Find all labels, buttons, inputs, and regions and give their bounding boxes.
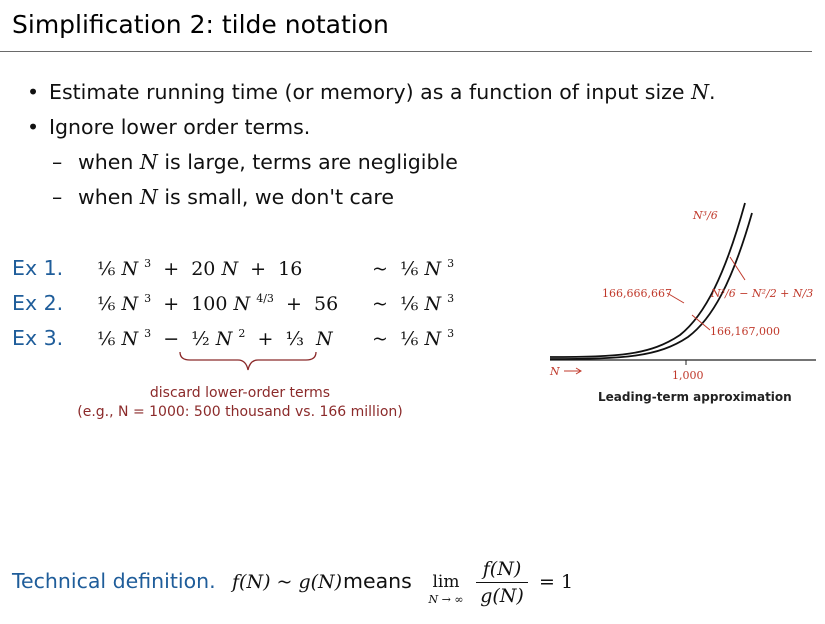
title-divider <box>0 51 812 52</box>
label-x-tick-1000: 1,000 <box>672 369 704 382</box>
sub-bullet-small: – when N is small, we don't care <box>52 185 394 209</box>
example-2-label: Ex 2. <box>12 291 64 315</box>
fraction-numerator: f(N) <box>482 558 522 580</box>
label-166167000: 166,167,000 <box>710 325 780 338</box>
curve-with-lower-terms <box>549 212 753 360</box>
sub-text-after: is small, we don't care <box>157 185 394 209</box>
brace-lower-order <box>179 351 317 371</box>
example-3-expression: ⅙ N 3 − ½ N 2 + ⅓ N <box>97 327 333 350</box>
bullet-period: . <box>709 80 716 104</box>
variable-n: N <box>139 185 158 209</box>
label-166666667: 166,666,667 <box>602 287 672 300</box>
example-3-result: ~ ⅙ N 3 <box>372 327 455 350</box>
bullet-ignore: • Ignore lower order terms. <box>27 115 310 139</box>
curve-n-cubed-over-6 <box>549 202 746 358</box>
slide-title: Simplification 2: tilde notation <box>12 10 389 39</box>
label-n-axis: N <box>549 365 560 378</box>
sub-dash: – <box>52 150 63 174</box>
ratio-fraction: f(N) g(N) <box>476 558 528 607</box>
lim-text: lim <box>432 572 460 592</box>
lim-subscript: N → ∞ <box>428 593 464 606</box>
example-3-label: Ex 3. <box>12 326 64 350</box>
n-arrow-head <box>575 367 582 375</box>
example-1-result: ~ ⅙ N 3 <box>372 257 455 280</box>
example-2-expression: ⅙ N 3 + 100 N 4/3 + 56 <box>97 292 339 315</box>
bullet-dot: • <box>27 115 40 139</box>
bullet-estimate: • Estimate running time (or memory) as a … <box>27 80 716 104</box>
note-discard: discard lower-order terms (e.g., N = 100… <box>60 385 420 420</box>
sub-text: when <box>78 150 140 174</box>
variable-n: N <box>691 80 709 104</box>
note-line-2: (e.g., N = 1000: 500 thousand vs. 166 mi… <box>77 404 403 420</box>
bullet-dot: • <box>27 80 40 104</box>
sub-dash: – <box>52 185 63 209</box>
example-1-expression: ⅙ N 3 + 20 N + 16 <box>97 257 303 280</box>
example-2-result: ~ ⅙ N 3 <box>372 292 455 315</box>
label-full-formula: N³/6 − N²/2 + N/3 <box>710 287 813 300</box>
chart-caption: Leading-term approximation <box>598 390 792 404</box>
equals-one: = 1 <box>539 571 574 593</box>
annotation-line-2 <box>691 314 711 331</box>
sub-bullet-large: – when N is large, terms are negligible <box>52 150 458 174</box>
annotation-line-3 <box>729 256 746 281</box>
variable-n: N <box>139 150 158 174</box>
technical-definition-label: Technical definition. <box>12 569 216 593</box>
tilde-relation: f(N) ~ g(N) <box>232 571 343 593</box>
label-n-cubed-over-6: N³/6 <box>692 209 718 222</box>
sub-text: when <box>78 185 140 209</box>
bullet-text: Estimate running time (or memory) as a f… <box>49 80 692 104</box>
bullet-text: Ignore lower order terms. <box>49 115 311 139</box>
limit-operator: lim N → ∞ <box>423 572 469 606</box>
fraction-bar <box>476 582 528 583</box>
leading-term-chart: N³/6 166,666,667 N³/6 − N²/2 + N/3 166,1… <box>549 202 816 382</box>
sub-text-after: is large, terms are negligible <box>157 150 458 174</box>
means-text: means <box>343 569 412 593</box>
annotation-line-1 <box>666 292 685 304</box>
example-1-label: Ex 1. <box>12 256 64 280</box>
fraction-denominator: g(N) <box>480 585 524 607</box>
note-line-1: discard lower-order terms <box>149 385 331 401</box>
